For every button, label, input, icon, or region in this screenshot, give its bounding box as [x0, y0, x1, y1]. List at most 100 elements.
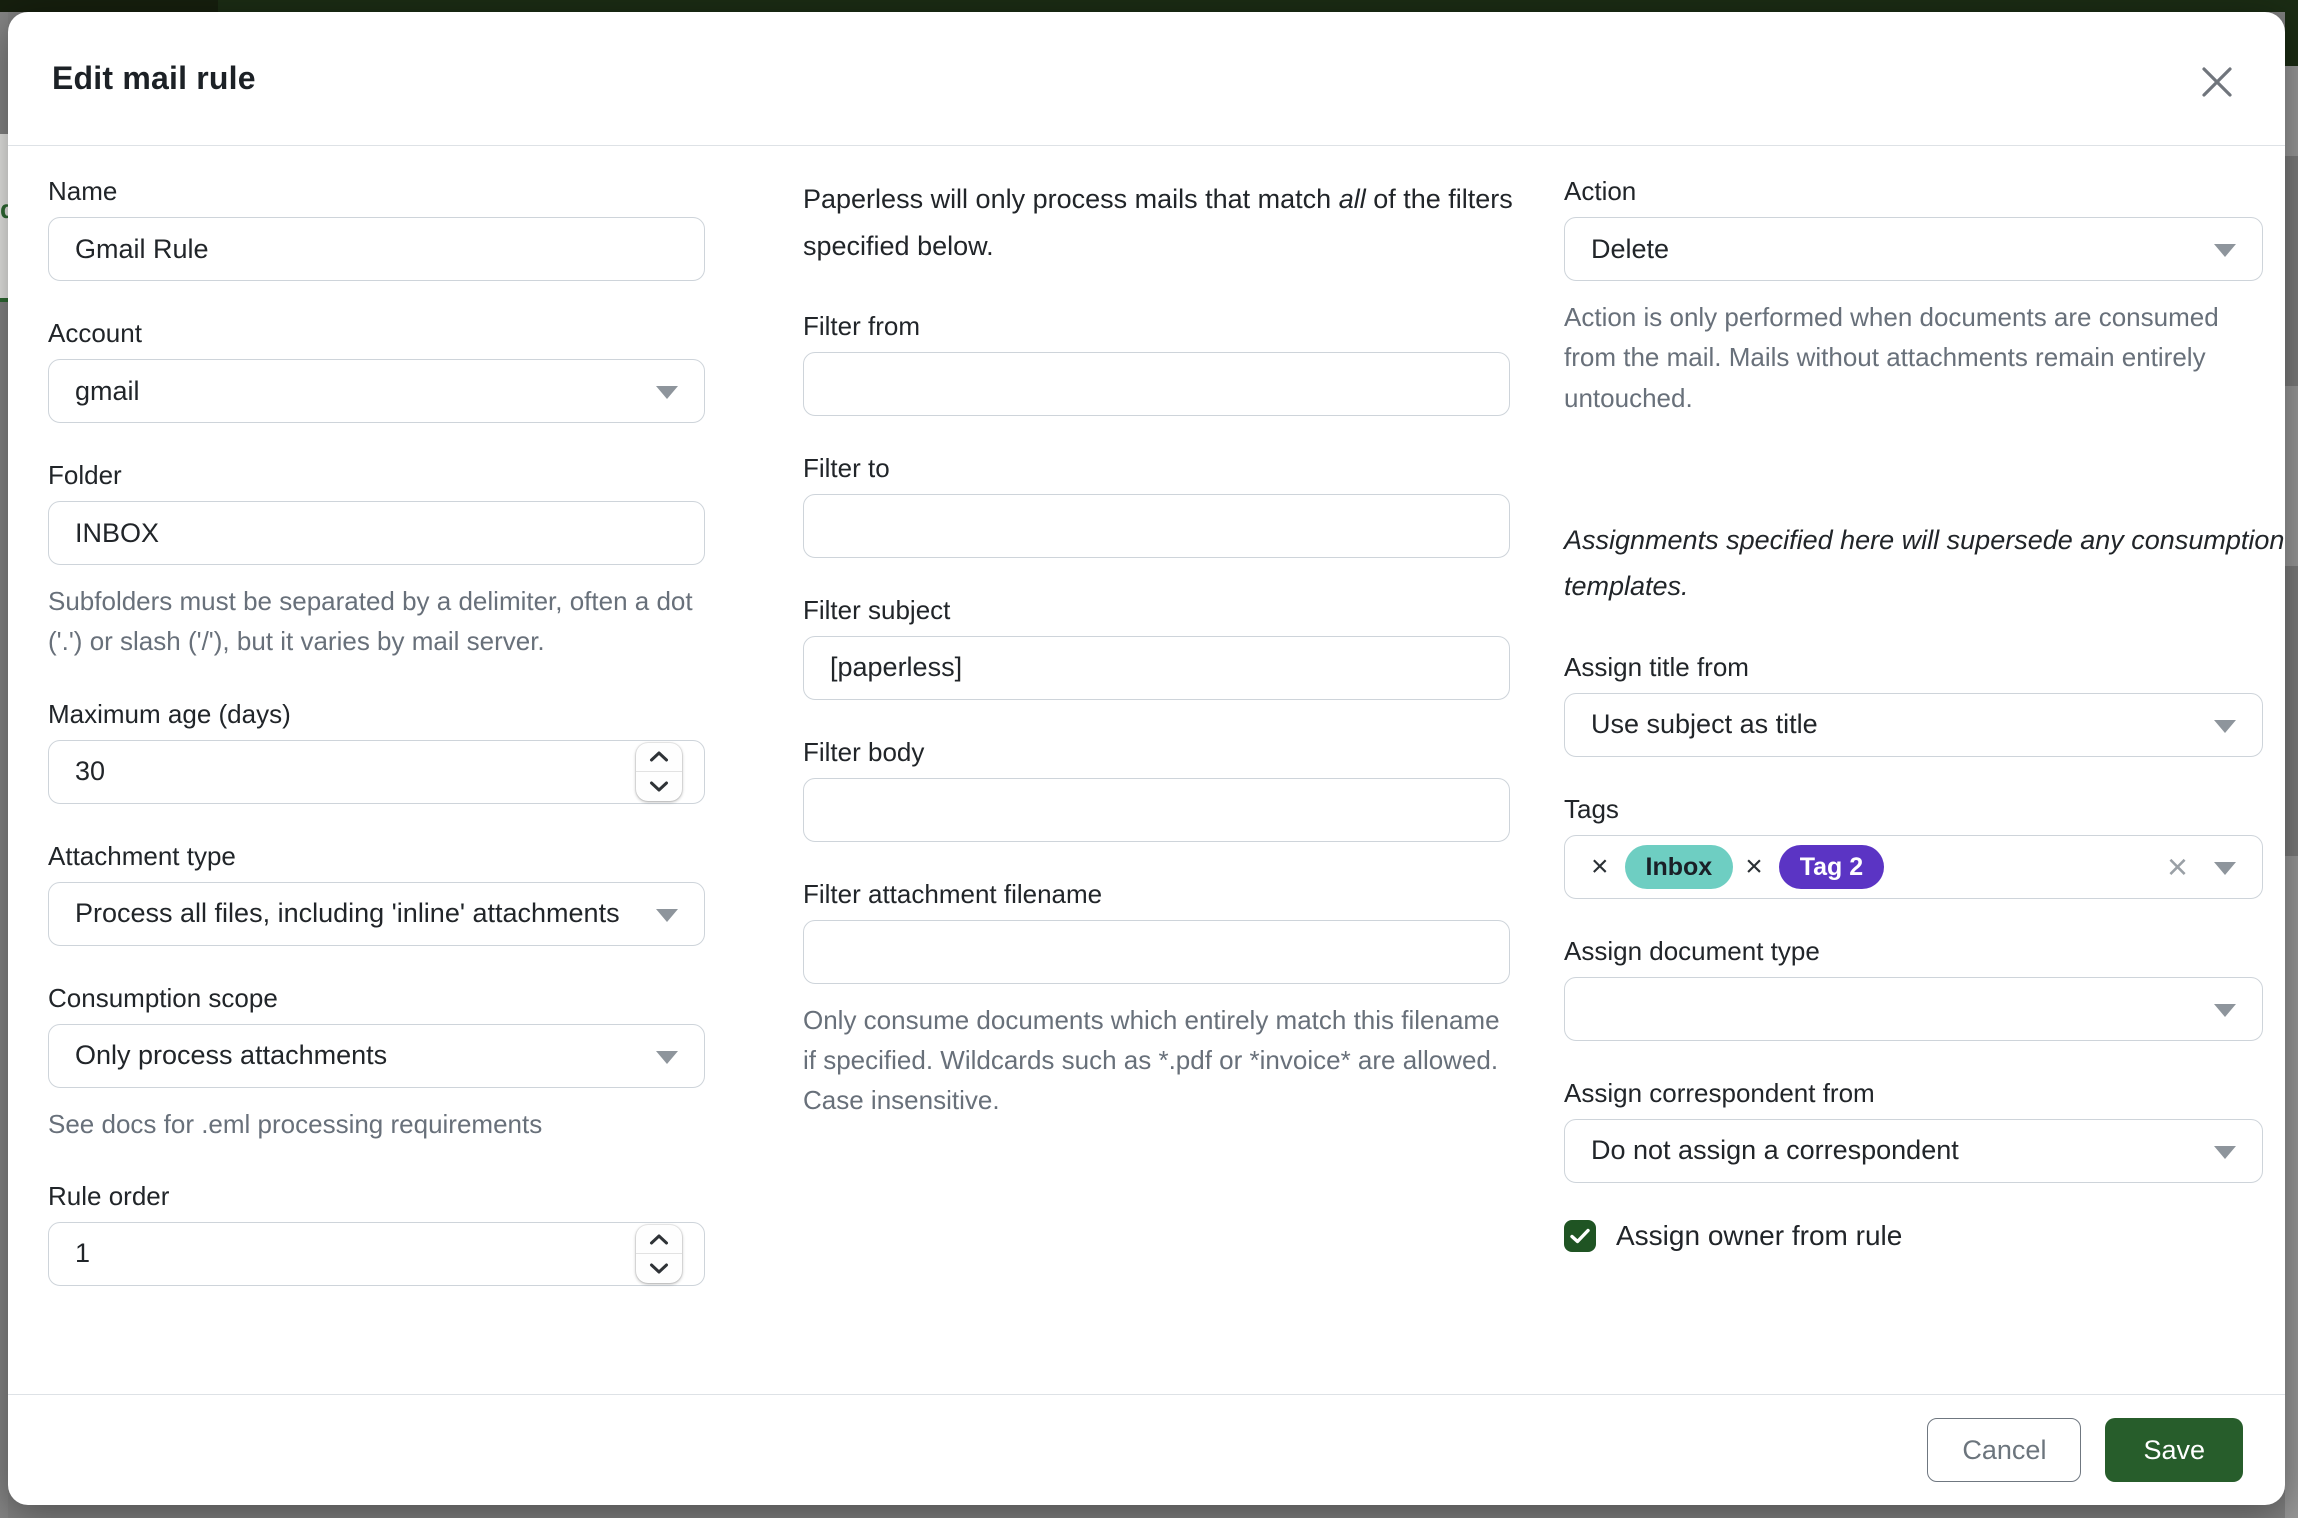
- name-label: Name: [48, 176, 118, 206]
- maximum-age-input[interactable]: [48, 739, 705, 804]
- action-label: Action: [1564, 176, 1637, 206]
- stepper-up-button[interactable]: [636, 743, 682, 773]
- chevron-up-icon: [650, 1234, 668, 1245]
- tags-label: Tags: [1564, 793, 1619, 824]
- rule-order-input[interactable]: [48, 1221, 705, 1286]
- filter-from-input-value[interactable]: [830, 368, 1483, 399]
- filter-from-group: Filter from: [803, 311, 1510, 416]
- name-input[interactable]: [48, 217, 705, 281]
- assign-correspondent-from-select-value: Do not assign a correspondent: [1591, 1135, 1959, 1166]
- save-button[interactable]: Save: [2105, 1418, 2243, 1482]
- attachment-type-select[interactable]: Process all files, including 'inline' at…: [48, 881, 705, 946]
- rule-order-input-value[interactable]: [75, 1238, 678, 1270]
- background-app-header: [0, 0, 2298, 12]
- edit-mail-rule-dialog: Edit mail rule Name Account gmail: [8, 12, 2285, 1505]
- stepper-up-button[interactable]: [636, 1225, 682, 1255]
- chevron-down-icon: [2214, 244, 2236, 257]
- maximum-age-group: Maximum age (days): [48, 699, 705, 804]
- assign-title-from-select[interactable]: Use subject as title: [1564, 692, 2263, 757]
- assign-title-from-label: Assign title from: [1564, 651, 1749, 682]
- attachment-type-select-value: Process all files, including 'inline' at…: [75, 898, 620, 929]
- filter-attachment-filename-label: Filter attachment filename: [803, 878, 1103, 909]
- filter-to-input[interactable]: [803, 493, 1510, 558]
- filter-attachment-filename-help-text: Only consume documents which entirely ma…: [803, 1004, 1500, 1116]
- filter-subject-label: Filter subject: [803, 594, 951, 625]
- assign-correspondent-from-select[interactable]: Do not assign a correspondent: [1564, 1118, 2263, 1183]
- remove-tag-icon[interactable]: ×: [1591, 849, 1609, 883]
- stepper-down-button[interactable]: [636, 1254, 682, 1283]
- folder-group: Folder Subfolders must be separated by a…: [48, 460, 705, 662]
- chevron-down-icon: [2214, 1003, 2236, 1017]
- background-sidebar-edge: [0, 0, 218, 12]
- close-icon: [2202, 67, 2232, 97]
- filter-to-input-value[interactable]: [830, 510, 1483, 541]
- column-actions: Action Delete Action is only performed w…: [1564, 176, 2284, 1252]
- tags-group: Tags × Inbox × Tag 2 ×: [1564, 794, 2263, 899]
- assign-title-from-select-value: Use subject as title: [1591, 709, 1818, 740]
- filter-body-input[interactable]: [803, 777, 1510, 842]
- background-text-fragment: d: [0, 134, 8, 302]
- chevron-down-icon: [656, 386, 678, 399]
- folder-input[interactable]: [48, 501, 705, 565]
- tag-chip[interactable]: Tag 2: [1778, 844, 1885, 889]
- account-select[interactable]: gmail: [48, 359, 705, 423]
- filter-subject-input[interactable]: [803, 635, 1510, 700]
- background-scrollbar-segment: [2285, 566, 2298, 856]
- filter-to-label: Filter to: [803, 452, 890, 483]
- rule-order-group: Rule order: [48, 1181, 705, 1286]
- chevron-down-icon: [2214, 719, 2236, 733]
- filter-from-input[interactable]: [803, 351, 1510, 416]
- action-select-value: Delete: [1591, 233, 1670, 264]
- maximum-age-input-value[interactable]: [75, 756, 678, 788]
- assign-document-type-group: Assign document type: [1564, 936, 2263, 1041]
- remove-tag-icon[interactable]: ×: [1745, 849, 1763, 883]
- chevron-down-icon: [2214, 1145, 2236, 1159]
- folder-input-value[interactable]: [75, 517, 678, 549]
- assign-owner-checkbox[interactable]: [1564, 1219, 1596, 1252]
- number-stepper[interactable]: [636, 1224, 682, 1283]
- filter-subject-group: Filter subject: [803, 595, 1510, 700]
- account-group: Account gmail: [48, 318, 705, 423]
- background-page-left-edge: [0, 12, 8, 1518]
- assign-correspondent-from-label: Assign correspondent from: [1564, 1077, 1875, 1108]
- action-group: Action Delete Action is only performed w…: [1564, 176, 2263, 418]
- consumption-scope-select[interactable]: Only process attachments: [48, 1023, 705, 1088]
- clear-tags-icon[interactable]: ×: [2166, 845, 2188, 887]
- tag-chip[interactable]: Inbox: [1624, 844, 1734, 889]
- column-filters: Paperless will only process mails that m…: [803, 176, 1513, 1157]
- background-scrollbar-segment: [2285, 156, 2298, 386]
- rule-order-label: Rule order: [48, 1180, 170, 1211]
- filters-intro-text: Paperless will only process mails that m…: [803, 176, 1563, 271]
- consumption-scope-select-value: Only process attachments: [75, 1040, 388, 1071]
- filter-body-input-value[interactable]: [830, 794, 1483, 825]
- account-select-value: gmail: [75, 375, 140, 406]
- assignments-note: Assignments specified here will supersed…: [1564, 524, 2285, 601]
- close-button[interactable]: [2197, 62, 2237, 102]
- chevron-down-icon: [656, 1050, 678, 1064]
- filter-attachment-filename-input-value[interactable]: [830, 936, 1483, 967]
- filter-attachment-filename-input[interactable]: [803, 919, 1510, 984]
- dialog-header: Edit mail rule: [8, 12, 2285, 146]
- filter-subject-input-value[interactable]: [830, 652, 1483, 683]
- filter-body-label: Filter body: [803, 736, 925, 767]
- cancel-button[interactable]: Cancel: [1927, 1418, 2082, 1482]
- assign-document-type-select[interactable]: [1564, 976, 2263, 1041]
- filter-attachment-filename-group: Filter attachment filename Only consume …: [803, 879, 1510, 1121]
- filters-intro-before: Paperless will only process mails that m…: [803, 184, 1339, 214]
- attachment-type-group: Attachment type Process all files, inclu…: [48, 841, 705, 946]
- tags-multiselect[interactable]: × Inbox × Tag 2 ×: [1564, 834, 2263, 899]
- chevron-down-icon: [2214, 861, 2236, 875]
- background-header-right-edge: [2285, 0, 2298, 66]
- assign-owner-row: Assign owner from rule: [1564, 1219, 2263, 1252]
- stepper-down-button[interactable]: [636, 772, 682, 801]
- filter-from-label: Filter from: [803, 310, 920, 341]
- folder-label: Folder: [48, 460, 122, 490]
- chevron-down-icon: [656, 908, 678, 922]
- filters-intro-line2: specified below.: [803, 231, 994, 262]
- filters-intro-emphasis: all: [1338, 184, 1366, 214]
- action-select[interactable]: Delete: [1564, 217, 2263, 281]
- dialog-title: Edit mail rule: [52, 60, 256, 96]
- column-general: Name Account gmail Folder Subfolders mus…: [48, 176, 705, 1323]
- number-stepper[interactable]: [636, 742, 682, 801]
- name-input-value[interactable]: [75, 233, 678, 265]
